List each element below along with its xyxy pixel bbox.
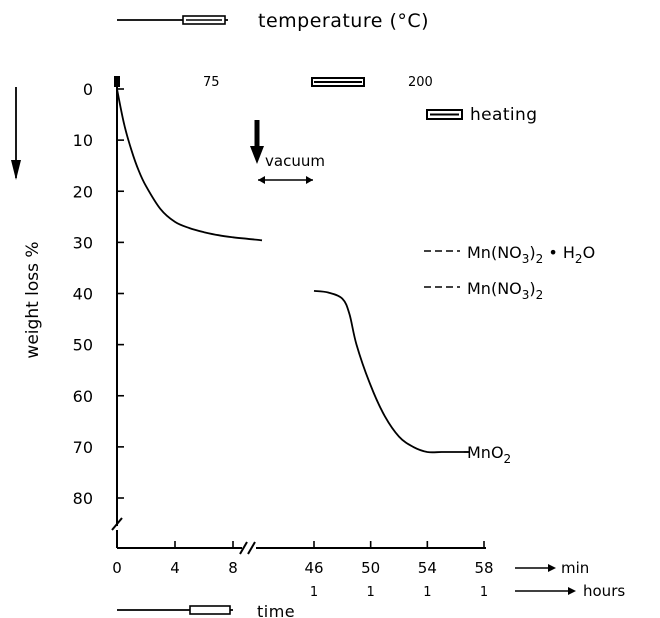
- temperature-legend: temperature (°C): [117, 10, 429, 32]
- min-unit: min: [515, 559, 589, 577]
- temperature-200-label: 200: [408, 75, 433, 90]
- annotation-mno2: MnO2: [467, 443, 511, 466]
- x-axis-break: [239, 541, 256, 555]
- vacuum-label: vacuum: [265, 152, 325, 170]
- hours-unit: hours: [515, 582, 625, 600]
- min-unit-label: min: [561, 559, 589, 577]
- y-tick-label: 40: [73, 285, 93, 304]
- x-hour-label: 1: [310, 585, 318, 600]
- heating-legend: heating: [426, 105, 537, 125]
- y-axis-title: weight loss %: [11, 87, 43, 359]
- x-hour-label: 1: [480, 585, 488, 600]
- y-tick-label: 80: [73, 489, 93, 508]
- x-tick-label: 46: [304, 559, 323, 577]
- x-tick-label: 0: [112, 559, 122, 577]
- heating-legend-label: heating: [470, 105, 537, 125]
- vacuum-arrow: [250, 146, 264, 164]
- vacuum-annotation: vacuum: [250, 120, 325, 184]
- series: [116, 88, 470, 454]
- x-tick-label: 58: [474, 559, 493, 577]
- y-axis-label: weight loss %: [23, 241, 43, 358]
- x-tick-label: 8: [228, 559, 238, 577]
- annotation-anhydrous: Mn(NO3)2: [467, 279, 543, 302]
- y-axis-break: [111, 517, 123, 531]
- x-tick-label: 54: [418, 559, 437, 577]
- temperature-legend-label: temperature (°C): [258, 10, 429, 32]
- x-hour-label: 1: [367, 585, 375, 600]
- y-tick-label: 50: [73, 336, 93, 355]
- y-tick-label: 0: [83, 80, 93, 99]
- time-legend-label: time: [257, 602, 295, 618]
- x-tick-label: 4: [170, 559, 180, 577]
- y-tick-label: 20: [73, 182, 93, 201]
- annotations: Mn(NO3)2 • H2O Mn(NO3)2 MnO2: [424, 243, 595, 466]
- start-marker: [114, 76, 120, 87]
- x-hour-label: 1: [423, 585, 431, 600]
- temperature-markers: 75 200: [114, 75, 433, 90]
- series-line-before-vacuum: [116, 88, 263, 242]
- y-tick-label: 10: [73, 131, 93, 150]
- y-tick-label: 70: [73, 438, 93, 457]
- x-ticks: 0 4 8 46 50 54 58 1 1 1 1: [112, 541, 494, 600]
- hours-unit-label: hours: [583, 582, 625, 600]
- temperature-75-label: 75: [203, 75, 220, 90]
- annotation-hydrate: Mn(NO3)2 • H2O: [467, 243, 595, 266]
- x-tick-label: 50: [361, 559, 380, 577]
- time-legend: time: [117, 602, 295, 618]
- y-tick-label: 30: [73, 233, 93, 252]
- y-tick-label: 60: [73, 387, 93, 406]
- series-line-after-vacuum: [313, 290, 470, 454]
- y-ticks: 0 10 20 30 40 50 60 70 80: [73, 80, 124, 508]
